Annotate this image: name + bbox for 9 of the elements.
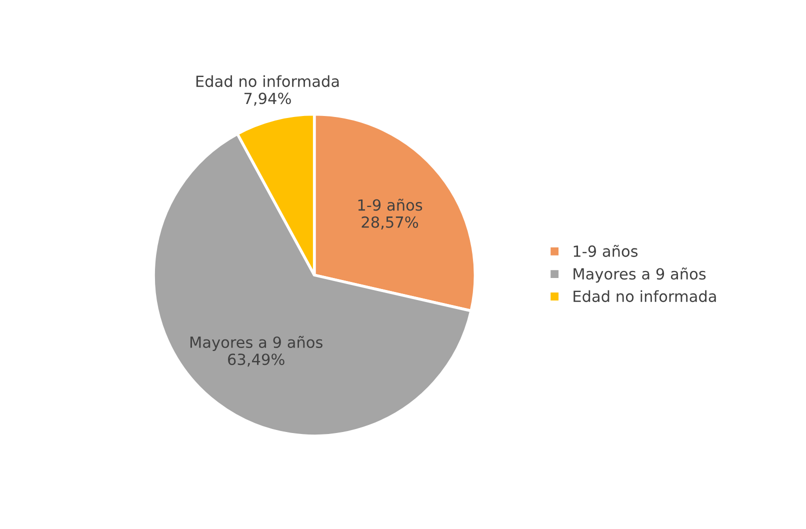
data-label: 28,57%: [362, 216, 418, 230]
data-label: 7,94%: [244, 92, 291, 106]
slice-label: Edad no informada: [196, 75, 339, 88]
slice-label: 1-9 años: [358, 198, 422, 211]
legend-label: Edad no informada: [574, 290, 716, 302]
data-label: 63,49%: [228, 354, 284, 367]
slice-label: Mayores a 9 años: [190, 336, 322, 351]
legend-label: 1-9 años: [574, 244, 638, 257]
legend-label: Mayores a 9 años: [574, 268, 706, 283]
